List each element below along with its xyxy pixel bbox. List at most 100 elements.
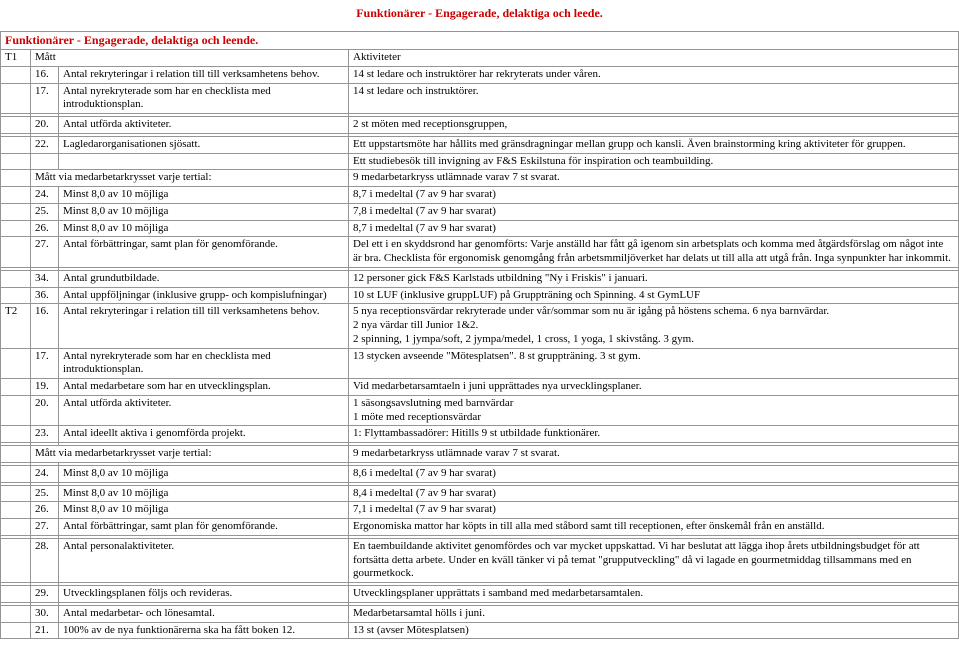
row-akt: 8,4 i medeltal (7 av 9 har svarat) [349,485,959,502]
row-akt: En taembuildande aktivitet genomfördes o… [349,538,959,582]
row-matt: Utvecklingsplanen följs och revideras. [59,586,349,603]
row-matt: Lagledarorganisationen sjösatt. [59,136,349,153]
row-num: 25. [31,203,59,220]
table-row: 20.Antal utförda aktiviteter.2 st möten … [1,117,959,134]
table-row: 27.Antal förbättringar, samt plan för ge… [1,237,959,268]
table-row: 17.Antal nyrekryterade som har en checkl… [1,348,959,379]
row-num: 23. [31,426,59,443]
row-akt: 8,6 i medeltal (7 av 9 har svarat) [349,465,959,482]
row-num: 26. [31,220,59,237]
row-num: 28. [31,538,59,582]
col-matt: Mått [31,50,349,67]
table-row: Mått via medarbetarkrysset varje tertial… [1,446,959,463]
table-row: 24.Minst 8,0 av 10 möjliga8,6 i medeltal… [1,465,959,482]
row-akt: Vid medarbetarsamtaeln i juni upprättade… [349,379,959,396]
table-row: 25.Minst 8,0 av 10 möjliga7,8 i medeltal… [1,203,959,220]
table-row: 36.Antal uppföljningar (inklusive grupp-… [1,287,959,304]
row-akt: Ett studiebesök till invigning av F&S Es… [349,153,959,170]
row-matt: Minst 8,0 av 10 möjliga [59,502,349,519]
table-row: 21.100% av de nya funktionärerna ska ha … [1,622,959,639]
table-row: 17.Antal nyrekryterade som har en checkl… [1,83,959,114]
row-akt: 1 säsongsavslutning med barnvärdar 1 möt… [349,395,959,426]
row-akt: Del ett i en skyddsrond har genomförts: … [349,237,959,268]
table-row: Mått via medarbetarkrysset varje tertial… [1,170,959,187]
row-matt: Antal utförda aktiviteter. [59,117,349,134]
row-num: 20. [31,117,59,134]
table-row: 16.Antal rekryteringar i relation till t… [1,66,959,83]
row-matt: Minst 8,0 av 10 möjliga [59,220,349,237]
table-row: 26.Minst 8,0 av 10 möjliga8,7 i medeltal… [1,220,959,237]
row-akt: Utvecklingsplaner upprättats i samband m… [349,586,959,603]
row-matt: Antal medarbetare som har en utvecklings… [59,379,349,396]
row-matt: Mått via medarbetarkrysset varje tertial… [31,446,349,463]
row-matt: Mått via medarbetarkrysset varje tertial… [31,170,349,187]
row-matt: Antal utförda aktiviteter. [59,395,349,426]
table-row: 28.Antal personalaktiviteter.En taembuil… [1,538,959,582]
row-num: 24. [31,465,59,482]
row-num: 29. [31,586,59,603]
row-num: 36. [31,287,59,304]
row-akt: 13 st (avser Mötesplatsen) [349,622,959,639]
row-matt: Antal rekryteringar i relation till till… [59,304,349,348]
row-num: 26. [31,502,59,519]
row-akt: Ergonomiska mattor har köpts in till all… [349,519,959,536]
table-row: 20.Antal utförda aktiviteter.1 säsongsav… [1,395,959,426]
row-matt: Antal personalaktiviteter. [59,538,349,582]
row-akt: 5 nya receptionsvärdar rekryterade under… [349,304,959,348]
row-akt: Ett uppstartsmöte har hållits med gränsd… [349,136,959,153]
row-num: 20. [31,395,59,426]
table-row: 27.Antal förbättringar, samt plan för ge… [1,519,959,536]
row-akt: 13 stycken avseende "Mötesplatsen". 8 st… [349,348,959,379]
section-header: Funktionärer - Engagerade, delaktiga och… [1,32,959,50]
row-matt: Antal medarbetar- och lönesamtal. [59,605,349,622]
table-row: Ett studiebesök till invigning av F&S Es… [1,153,959,170]
row-num: 24. [31,187,59,204]
row-num: 19. [31,379,59,396]
row-num: 16. [31,304,59,348]
header-row: T1 Mått Aktiviteter [1,50,959,67]
row-akt: Medarbetarsamtal hölls i juni. [349,605,959,622]
main-table: Funktionärer - Engagerade, delaktiga och… [0,31,959,639]
row-num: 25. [31,485,59,502]
page-title: Funktionärer - Engagerade, delaktiga och… [0,0,959,31]
table-row: 34.Antal grundutbildade.12 personer gick… [1,270,959,287]
table-row: T216.Antal rekryteringar i relation till… [1,304,959,348]
row-akt: 9 medarbetarkryss utlämnade varav 7 st s… [349,170,959,187]
table-row: 25.Minst 8,0 av 10 möjliga8,4 i medeltal… [1,485,959,502]
row-matt: Antal förbättringar, samt plan för genom… [59,519,349,536]
row-matt: Antal rekryteringar i relation till till… [59,66,349,83]
col-aktiviteter: Aktiviteter [349,50,959,67]
col-t: T2 [1,304,31,348]
row-matt: Antal förbättringar, samt plan för genom… [59,237,349,268]
col-t: T1 [1,50,31,67]
row-akt: 7,8 i medeltal (7 av 9 har svarat) [349,203,959,220]
row-num: 27. [31,237,59,268]
row-akt: 10 st LUF (inklusive gruppLUF) på Gruppt… [349,287,959,304]
row-akt: 14 st ledare och instruktörer har rekryt… [349,66,959,83]
table-row: 19.Antal medarbetare som har en utveckli… [1,379,959,396]
row-num: 21. [31,622,59,639]
row-matt: 100% av de nya funktionärerna ska ha fåt… [59,622,349,639]
table-row: 29.Utvecklingsplanen följs och revideras… [1,586,959,603]
row-num: 16. [31,66,59,83]
table-row: 30.Antal medarbetar- och lönesamtal.Meda… [1,605,959,622]
row-matt: Antal grundutbildade. [59,270,349,287]
row-num: 17. [31,348,59,379]
row-akt: 8,7 i medeltal (7 av 9 har svarat) [349,220,959,237]
row-akt: 7,1 i medeltal (7 av 9 har svarat) [349,502,959,519]
row-akt: 2 st möten med receptionsgruppen, [349,117,959,134]
row-akt: 1: Flyttambassadörer: Hitills 9 st utbil… [349,426,959,443]
row-num: 22. [31,136,59,153]
row-matt: Antal uppföljningar (inklusive grupp- oc… [59,287,349,304]
table-row: 26.Minst 8,0 av 10 möjliga7,1 i medeltal… [1,502,959,519]
row-num: 30. [31,605,59,622]
row-matt: Minst 8,0 av 10 möjliga [59,485,349,502]
table-row: 24.Minst 8,0 av 10 möjliga8,7 i medeltal… [1,187,959,204]
row-matt: Antal nyrekryterade som har en checklist… [59,83,349,114]
row-akt: 8,7 i medeltal (7 av 9 har svarat) [349,187,959,204]
table-row: 23.Antal ideellt aktiva i genomförda pro… [1,426,959,443]
row-matt: Minst 8,0 av 10 möjliga [59,203,349,220]
table-row: 22.Lagledarorganisationen sjösatt.Ett up… [1,136,959,153]
row-akt: 9 medarbetarkryss utlämnade varav 7 st s… [349,446,959,463]
row-matt: Minst 8,0 av 10 möjliga [59,187,349,204]
